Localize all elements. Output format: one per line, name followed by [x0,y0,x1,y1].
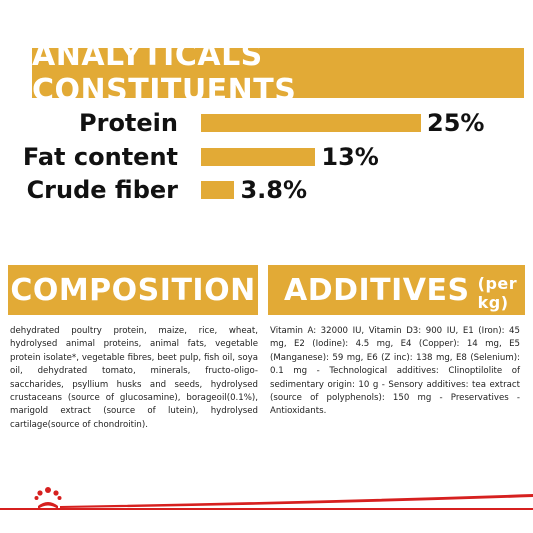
row-value: 25% [427,109,485,137]
row-bar [201,148,316,166]
row-bar [201,181,235,199]
row-value: 13% [321,143,379,171]
row-label: Crude fiber [26,176,178,204]
row-value: 3.8% [240,176,307,204]
additives-text: Vitamin A: 32000 IU, Vitamin D3: 900 IU,… [270,326,520,417]
composition-banner: COMPOSITION [8,265,258,315]
analytics-banner: ANALYTICALS CONSTITUENTS [32,38,524,108]
row-label: Protein [79,109,178,137]
additives-subtitle: (per kg) [477,274,518,312]
brand-footer-line [0,494,533,510]
row-bar [201,114,421,132]
row-label: Fat content [22,143,178,171]
royal-canin-crown-icon [34,484,62,510]
composition-title: COMPOSITION [10,272,256,308]
composition-text: dehydrated poultry protein, maize, rice,… [10,326,258,430]
additives-title: ADDITIVES [284,272,470,308]
analytics-row-fat: Fat content 13% [0,140,533,174]
additives-banner: ADDITIVES (per kg) [268,265,525,315]
analytics-title: ANALYTICALS CONSTITUENTS [32,38,297,108]
analytics-row-fiber: Crude fiber 3.8% [0,173,533,207]
analytics-row-protein: Protein 25% [0,106,533,140]
